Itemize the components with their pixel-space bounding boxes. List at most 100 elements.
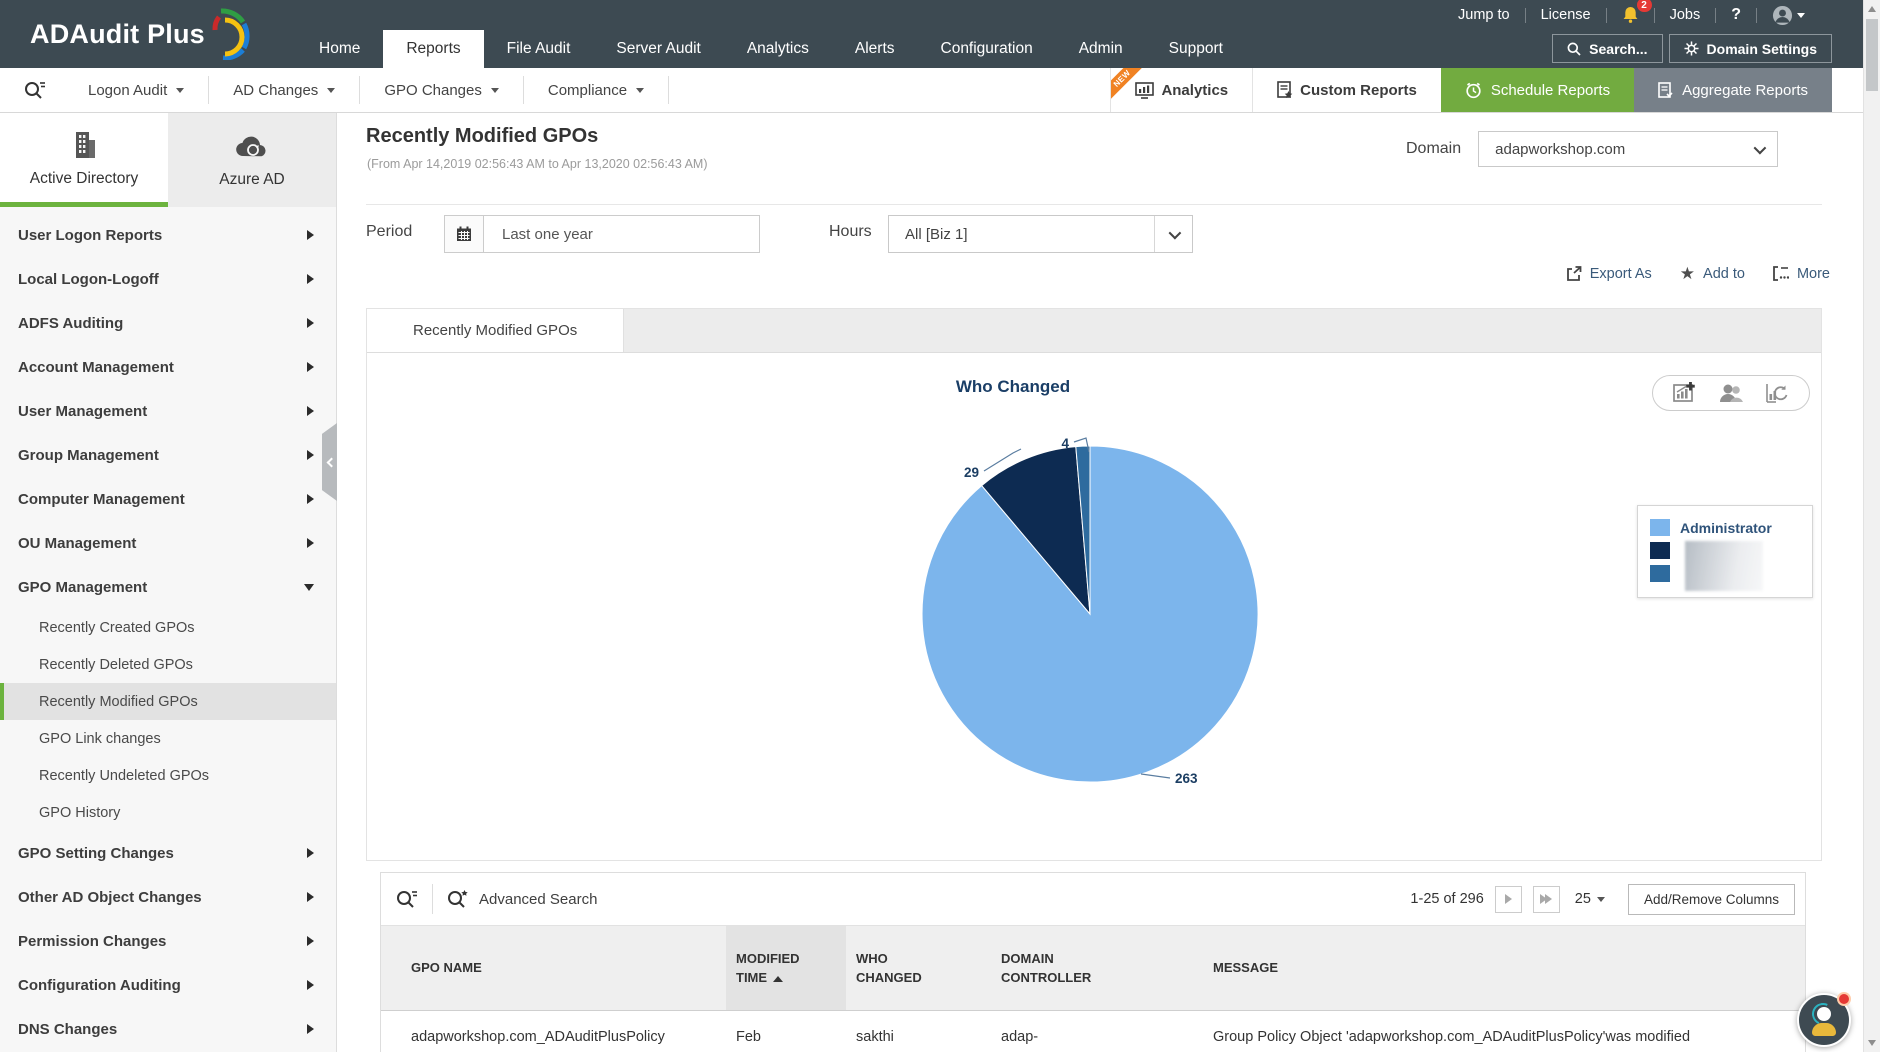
caret-down-icon [1797, 12, 1805, 18]
add-chart-icon[interactable] [1672, 381, 1698, 405]
cloud-sync-icon [233, 131, 271, 163]
reports-toolbar: Logon Audit AD Changes GPO Changes Complian… [0, 68, 1880, 113]
license-link[interactable]: License [1526, 7, 1606, 23]
sidebar-item-gpo-history[interactable]: GPO History [0, 794, 336, 831]
menu-ad-changes[interactable]: AD Changes [209, 68, 359, 112]
utility-bar: Jump to License 2 Jobs ? [1443, 0, 1820, 30]
sidebar-item-gpo-management[interactable]: GPO Management [0, 565, 336, 609]
page-size-select[interactable]: 25 [1575, 891, 1605, 907]
sidebar-item-local-logon-logoff[interactable]: Local Logon-Logoff [0, 257, 336, 301]
nav-reports[interactable]: Reports [383, 30, 484, 68]
chevron-down-icon [1168, 226, 1182, 239]
sidebar-item-group-management[interactable]: Group Management [0, 433, 336, 477]
column-header-modified-time[interactable]: MODIFIED TIME [726, 926, 846, 1010]
analytics-button[interactable]: NEW Analytics [1110, 68, 1252, 112]
avatar-icon [1772, 5, 1793, 26]
sidebar-item-configuration-auditing[interactable]: Configuration Auditing [0, 963, 336, 1007]
export-icon [1566, 265, 1582, 282]
pie-slice-2[interactable] [1075, 445, 1091, 615]
sidebar-item-user-logon-reports[interactable]: User Logon Reports [0, 213, 336, 257]
sidebar-item-other-ad-object-changes[interactable]: Other AD Object Changes [0, 875, 336, 919]
column-header-gpo-name[interactable]: GPO NAME [381, 926, 726, 1010]
column-header-domain-controller[interactable]: DOMAIN CONTROLLER [991, 926, 1203, 1010]
sidebar-item-recently-undeleted-gpos[interactable]: Recently Undeleted GPOs [0, 757, 336, 794]
domain-settings-button[interactable]: Domain Settings [1668, 34, 1832, 63]
hours-value: All [Biz 1] [905, 225, 968, 243]
nav-admin[interactable]: Admin [1078, 40, 1123, 57]
sidebar-item-label: Group Management [18, 446, 159, 464]
last-page-button[interactable] [1532, 885, 1560, 913]
notifications-button[interactable]: 2 [1607, 0, 1654, 24]
sidebar-item-recently-created-gpos[interactable]: Recently Created GPOs [0, 609, 336, 646]
page-title: Recently Modified GPOs [366, 125, 599, 147]
table-row[interactable]: adapworkshop.com_ADAuditPlusPolicy Feb sak… [381, 1011, 1805, 1052]
chart-refresh-icon[interactable] [1764, 381, 1790, 405]
nav-file-audit[interactable]: File Audit [506, 40, 571, 57]
global-search-button[interactable]: Search... [1552, 34, 1663, 63]
pie-slice-1[interactable] [980, 446, 1091, 616]
nav-analytics[interactable]: Analytics [746, 40, 809, 57]
divider [668, 76, 670, 104]
help-button[interactable]: ? [1716, 6, 1756, 24]
export-as-button[interactable]: Export As [1566, 266, 1652, 282]
nav-support[interactable]: Support [1168, 40, 1223, 57]
jump-to-link[interactable]: Jump to [1443, 7, 1525, 23]
help-icon: ? [1731, 6, 1741, 23]
menu-logon-audit[interactable]: Logon Audit [64, 68, 208, 112]
period-input[interactable]: Last one year [483, 215, 760, 253]
next-page-button[interactable] [1494, 885, 1522, 913]
pie-value-label: 4 [1061, 436, 1069, 451]
app-logo[interactable]: ADAudit Plus [30, 8, 251, 60]
sidebar-item-gpo-setting-changes[interactable]: GPO Setting Changes [0, 831, 336, 875]
hours-select[interactable]: All [Biz 1] [888, 215, 1193, 253]
column-header-label: MODIFIED TIME [736, 950, 800, 986]
sidebar-item-permission-changes[interactable]: Permission Changes [0, 919, 336, 963]
sidebar-item-gpo-link-changes[interactable]: GPO Link changes [0, 720, 336, 757]
top-header: ADAudit Plus Jump to License 2 [0, 0, 1880, 68]
sidebar-item-account-management[interactable]: Account Management [0, 345, 336, 389]
account-menu[interactable] [1757, 5, 1820, 26]
advanced-search-link[interactable]: Advanced Search [479, 890, 598, 908]
sidebar-item-recently-modified-gpos[interactable]: Recently Modified GPOs [0, 683, 336, 720]
menu-compliance[interactable]: Compliance [524, 68, 668, 112]
more-button[interactable]: More [1773, 266, 1830, 282]
calendar-button[interactable] [444, 215, 484, 253]
sidebar-item-recently-deleted-gpos[interactable]: Recently Deleted GPOs [0, 646, 336, 683]
nav-home[interactable]: Home [319, 40, 361, 57]
more-options-icon [1773, 266, 1789, 281]
advanced-search-icon[interactable] [446, 889, 470, 909]
chart-card: Recently Modified GPOs Who Changed 263 29… [366, 308, 1822, 861]
sidebar-item-dns-changes[interactable]: DNS Changes [0, 1007, 336, 1051]
nav-server-audit[interactable]: Server Audit [616, 40, 701, 57]
scrollbar-thumb[interactable] [1866, 19, 1878, 91]
column-header-label: WHO CHANGED [856, 950, 922, 986]
menu-gpo-changes[interactable]: GPO Changes [360, 68, 523, 112]
column-header-who-changed[interactable]: WHO CHANGED [846, 926, 991, 1010]
tab-azure-ad[interactable]: Azure AD [168, 113, 336, 207]
tab-active-directory[interactable]: Active Directory [0, 113, 168, 207]
column-header-message[interactable]: MESSAGE [1203, 926, 1805, 1010]
sidebar-item-computer-management[interactable]: Computer Management [0, 477, 336, 521]
report-search-button[interactable] [0, 80, 64, 100]
legend-item-administrator[interactable]: Administrator [1650, 516, 1812, 539]
custom-reports-button[interactable]: Custom Reports [1252, 68, 1441, 112]
nav-configuration[interactable]: Configuration [940, 40, 1033, 57]
add-to-button[interactable]: ★ Add to [1680, 265, 1745, 282]
support-chat-widget[interactable] [1797, 992, 1851, 1047]
users-icon[interactable] [1717, 381, 1745, 405]
domain-select[interactable]: adapworkshop.com [1478, 131, 1779, 167]
tab-recently-modified-gpos[interactable]: Recently Modified GPOs [367, 309, 625, 352]
nav-alerts[interactable]: Alerts [854, 40, 895, 57]
legend-item[interactable] [1650, 562, 1812, 585]
jobs-link[interactable]: Jobs [1655, 7, 1716, 23]
sidebar-collapse-handle[interactable] [322, 423, 337, 501]
add-remove-columns-button[interactable]: Add/Remove Columns [1627, 883, 1795, 915]
vertical-scrollbar[interactable] [1863, 0, 1880, 1052]
aggregate-reports-button[interactable]: Aggregate Reports [1634, 68, 1832, 112]
sidebar-item-user-management[interactable]: User Management [0, 389, 336, 433]
legend-item[interactable] [1650, 539, 1812, 562]
sidebar-item-adfs-auditing[interactable]: ADFS Auditing [0, 301, 336, 345]
sidebar-item-ou-management[interactable]: OU Management [0, 521, 336, 565]
column-search-icon[interactable] [395, 889, 419, 909]
schedule-reports-button[interactable]: Schedule Reports [1440, 68, 1635, 112]
